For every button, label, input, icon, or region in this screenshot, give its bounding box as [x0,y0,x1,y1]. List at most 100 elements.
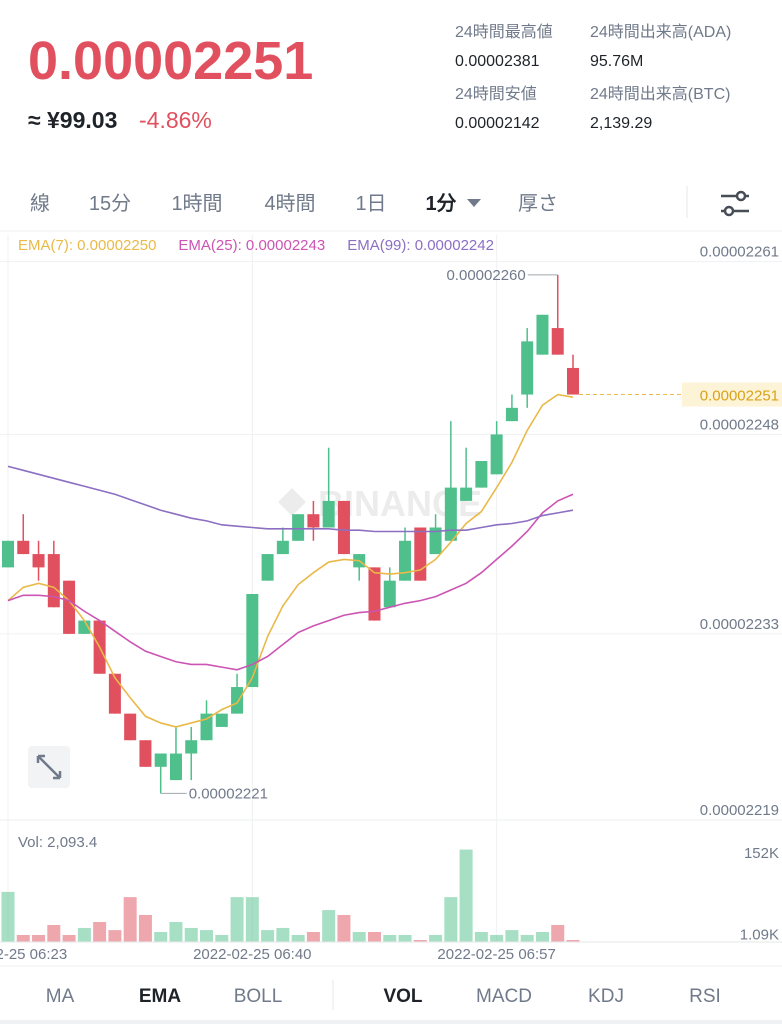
candle-body [246,593,259,688]
indicator-tab[interactable]: MACD [476,986,532,1007]
volume-bar [230,897,244,942]
indicator-tab[interactable]: BOLL [234,986,283,1007]
min-annotation: 0.00002221 [189,785,268,802]
legend-entry: EMA(7): 0.00002250 [18,237,156,254]
interval-tab[interactable]: 線 [30,192,50,215]
ema-line [7,493,574,671]
candle-body [231,687,244,714]
volume-bar [352,932,366,942]
volume-bar [215,934,229,942]
candle-body [444,487,457,541]
volume-bar [413,940,427,942]
volume-bar [367,932,381,942]
candle-body [368,567,381,621]
volume-bar [291,934,305,942]
last-price: 0.00002251 [28,31,313,91]
x-tick-label: 2022-02-25 06:40 [193,946,311,963]
candle-body [337,500,350,555]
candle-body [78,620,91,634]
indicator-tab[interactable]: RSI [689,986,721,1007]
candle-body [32,554,45,568]
candle-body [307,514,320,528]
volume-bar [566,940,580,942]
candle-body [2,540,14,568]
candle-body [383,580,396,608]
interval-tab[interactable]: 15分 [89,192,131,215]
y-tick-label: 0.00002233 [700,616,779,633]
stat-label: 24時間最高値 [455,23,553,41]
stat-label: 24時間出来高(ADA) [590,23,731,41]
interval-tab-active[interactable]: 1分 [425,192,456,215]
volume-tick-label: 152K [744,845,779,862]
interval-tab[interactable]: 1日 [355,193,386,215]
volume-bar [474,932,488,942]
dropdown-arrow[interactable] [467,199,481,207]
expand-button[interactable] [28,746,70,788]
candle-body [261,554,274,581]
volume-bar [93,922,107,942]
volume-bar [490,934,504,942]
candle-body [505,407,518,422]
interval-tab[interactable]: 4時間 [264,192,315,215]
volume-bar [169,922,183,942]
indicator-tab-active[interactable]: VOL [383,986,422,1007]
candle-body [551,328,564,355]
candle-body [475,461,488,488]
volume-bar [123,897,137,942]
volume-bar [322,910,336,942]
candle-body [292,514,305,541]
candle-body [139,740,152,767]
volume-bar [245,897,259,942]
candle-body [154,753,167,767]
candle-body [536,314,549,355]
candle-body [108,673,121,714]
volume-bar [520,934,534,942]
volume-bar [337,914,351,942]
interval-tab[interactable]: 厚さ [518,193,558,215]
indicator-tab-active[interactable]: EMA [139,986,182,1007]
candle-body [460,487,473,501]
candle-body [124,713,137,741]
candle-body [490,434,503,475]
stat-value: 2,139.29 [590,115,652,132]
candle-body [185,740,198,754]
y-tick-label: 0.00002219 [700,802,779,819]
volume-bar [184,927,198,942]
x-tick-label: 2022-02-25 06:23 [0,946,67,963]
indicator-tab[interactable]: MA [46,986,75,1007]
candle-body [276,540,289,555]
stat-value: 95.76M [590,53,643,70]
candle-body [63,580,76,634]
candle-body [414,527,427,581]
candle-body [429,527,442,555]
y-tick-label: 0.00002261 [700,244,779,261]
volume-bar [108,930,122,942]
fiat-price: ≈ ¥99.03 [28,107,117,133]
candle-body [200,713,213,741]
volume-bar [444,897,458,942]
stat-value: 0.00002381 [455,53,540,70]
volume-bar [261,930,275,942]
volume-bar [16,934,30,942]
volume-bar [62,934,76,942]
price-change: -4.86% [139,107,212,133]
volume-bar [276,927,290,942]
volume-tick-label: 1.09K [740,926,779,943]
stat-label: 24時間安値 [455,85,537,103]
volume-bar [429,934,443,942]
candle-body [322,500,335,528]
indicator-tab[interactable]: KDJ [588,986,624,1007]
volume-title: Vol: 2,093.4 [18,834,97,851]
y-tick-label: 0.00002248 [700,416,779,433]
last-price-tag [682,382,782,407]
settings-button[interactable] [721,190,749,217]
interval-tab[interactable]: 1時間 [171,192,222,215]
max-annotation: 0.00002260 [446,267,525,284]
ema-line [7,465,574,533]
volume-bar [154,932,168,942]
volume-bar [459,849,473,942]
stat-label: 24時間出来高(BTC) [590,85,730,103]
volume-bar [138,914,152,942]
